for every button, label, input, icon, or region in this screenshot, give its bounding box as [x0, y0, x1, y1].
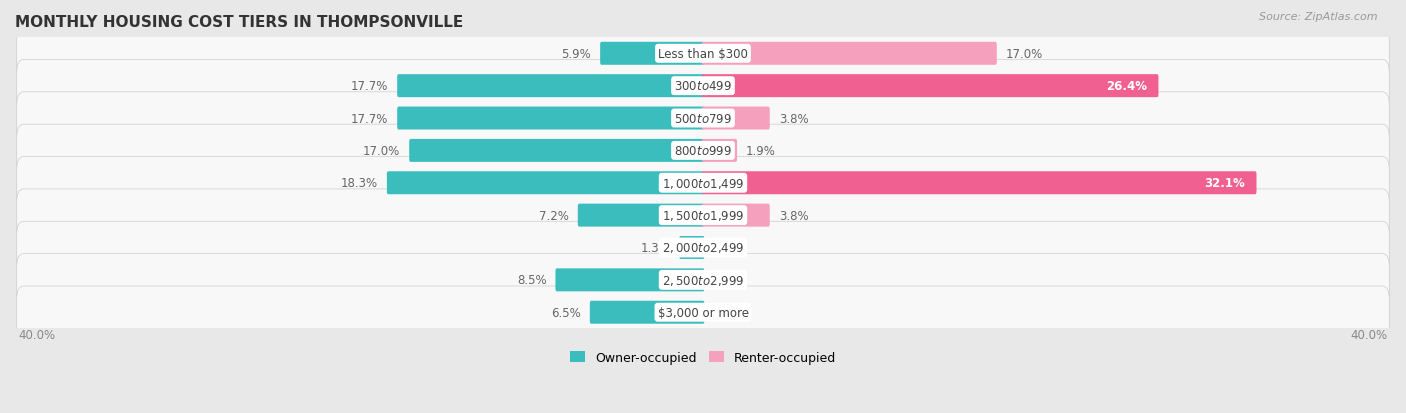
Text: 17.0%: 17.0% — [1005, 47, 1043, 61]
Text: MONTHLY HOUSING COST TIERS IN THOMPSONVILLE: MONTHLY HOUSING COST TIERS IN THOMPSONVI… — [15, 15, 463, 30]
Text: 17.0%: 17.0% — [363, 145, 401, 157]
FancyBboxPatch shape — [591, 301, 704, 324]
FancyBboxPatch shape — [409, 140, 704, 162]
FancyBboxPatch shape — [702, 75, 1159, 98]
Text: 8.5%: 8.5% — [517, 274, 547, 287]
FancyBboxPatch shape — [396, 107, 704, 130]
Text: 40.0%: 40.0% — [18, 329, 56, 342]
Text: $3,000 or more: $3,000 or more — [658, 306, 748, 319]
FancyBboxPatch shape — [17, 60, 1389, 113]
Text: $1,500 to $1,999: $1,500 to $1,999 — [662, 209, 744, 223]
FancyBboxPatch shape — [555, 269, 704, 292]
FancyBboxPatch shape — [17, 28, 1389, 80]
FancyBboxPatch shape — [702, 43, 997, 66]
Text: 1.9%: 1.9% — [747, 145, 776, 157]
Text: 0.0%: 0.0% — [713, 274, 742, 287]
FancyBboxPatch shape — [578, 204, 704, 227]
FancyBboxPatch shape — [600, 43, 704, 66]
Text: $2,500 to $2,999: $2,500 to $2,999 — [662, 273, 744, 287]
Text: $800 to $999: $800 to $999 — [673, 145, 733, 157]
Text: 5.9%: 5.9% — [561, 47, 591, 61]
Text: 0.0%: 0.0% — [713, 306, 742, 319]
Text: $300 to $499: $300 to $499 — [673, 80, 733, 93]
Text: Less than $300: Less than $300 — [658, 47, 748, 61]
FancyBboxPatch shape — [702, 172, 1257, 195]
FancyBboxPatch shape — [702, 107, 769, 130]
FancyBboxPatch shape — [17, 93, 1389, 145]
FancyBboxPatch shape — [17, 190, 1389, 242]
Text: $500 to $799: $500 to $799 — [673, 112, 733, 125]
Text: 26.4%: 26.4% — [1105, 80, 1147, 93]
Text: 7.2%: 7.2% — [538, 209, 569, 222]
FancyBboxPatch shape — [702, 204, 769, 227]
Text: 1.3%: 1.3% — [641, 242, 671, 254]
Text: 17.7%: 17.7% — [352, 80, 388, 93]
FancyBboxPatch shape — [17, 286, 1389, 339]
Text: 6.5%: 6.5% — [551, 306, 581, 319]
FancyBboxPatch shape — [396, 75, 704, 98]
FancyBboxPatch shape — [17, 222, 1389, 274]
Text: Source: ZipAtlas.com: Source: ZipAtlas.com — [1260, 12, 1378, 22]
Text: 3.8%: 3.8% — [779, 209, 808, 222]
Text: 18.3%: 18.3% — [340, 177, 378, 190]
Legend: Owner-occupied, Renter-occupied: Owner-occupied, Renter-occupied — [565, 346, 841, 369]
Text: 17.7%: 17.7% — [352, 112, 388, 125]
FancyBboxPatch shape — [17, 254, 1389, 306]
FancyBboxPatch shape — [679, 236, 704, 259]
FancyBboxPatch shape — [17, 157, 1389, 209]
FancyBboxPatch shape — [17, 125, 1389, 177]
Text: 3.8%: 3.8% — [779, 112, 808, 125]
Text: 0.0%: 0.0% — [713, 242, 742, 254]
Text: $1,000 to $1,499: $1,000 to $1,499 — [662, 176, 744, 190]
Text: 32.1%: 32.1% — [1204, 177, 1244, 190]
Text: 40.0%: 40.0% — [1350, 329, 1388, 342]
FancyBboxPatch shape — [387, 172, 704, 195]
FancyBboxPatch shape — [702, 140, 737, 162]
Text: $2,000 to $2,499: $2,000 to $2,499 — [662, 241, 744, 255]
